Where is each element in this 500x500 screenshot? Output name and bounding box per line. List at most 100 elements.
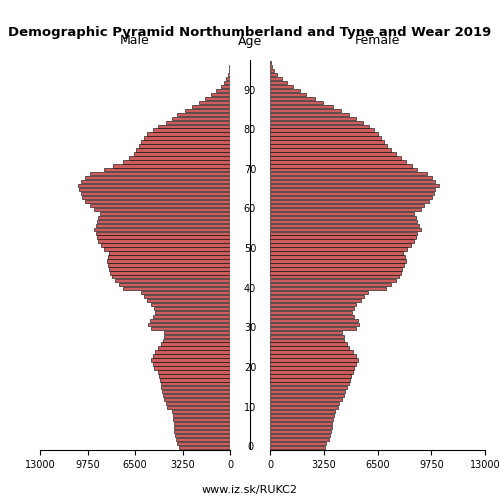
- Bar: [270, 330, 342, 334]
- Bar: [162, 390, 230, 394]
- Bar: [270, 140, 384, 143]
- Bar: [270, 370, 352, 374]
- Bar: [114, 279, 230, 282]
- Bar: [270, 390, 345, 394]
- Bar: [270, 303, 356, 306]
- Bar: [90, 172, 230, 176]
- Bar: [167, 406, 230, 409]
- Bar: [159, 374, 230, 378]
- Bar: [178, 442, 230, 445]
- Bar: [156, 311, 230, 314]
- Bar: [270, 220, 417, 223]
- Bar: [270, 422, 332, 425]
- Bar: [270, 116, 356, 120]
- Bar: [270, 97, 314, 100]
- Bar: [270, 362, 356, 366]
- Bar: [192, 104, 230, 108]
- Bar: [97, 236, 230, 239]
- Bar: [163, 338, 230, 342]
- Bar: [270, 318, 358, 322]
- Text: Male: Male: [120, 34, 150, 48]
- Bar: [124, 160, 230, 164]
- Bar: [270, 196, 432, 199]
- Bar: [152, 128, 230, 132]
- Bar: [205, 97, 230, 100]
- Bar: [270, 402, 340, 406]
- Bar: [108, 263, 230, 266]
- Bar: [94, 228, 230, 231]
- Bar: [158, 124, 230, 128]
- Text: Demographic Pyramid Northumberland and Tyne and Wear 2019: Demographic Pyramid Northumberland and T…: [8, 26, 492, 39]
- Bar: [226, 77, 230, 80]
- Bar: [270, 224, 419, 227]
- Bar: [270, 410, 334, 413]
- Bar: [270, 322, 360, 326]
- Bar: [270, 124, 369, 128]
- Bar: [174, 422, 230, 425]
- Bar: [150, 318, 230, 322]
- Bar: [148, 322, 230, 326]
- Bar: [270, 212, 414, 215]
- Bar: [144, 295, 230, 298]
- Bar: [96, 232, 230, 235]
- Bar: [270, 446, 324, 449]
- Bar: [270, 326, 356, 330]
- Bar: [100, 212, 230, 215]
- Bar: [270, 73, 278, 76]
- Bar: [160, 378, 230, 382]
- Bar: [270, 406, 338, 409]
- Bar: [270, 240, 414, 243]
- Text: 40: 40: [244, 284, 256, 294]
- Bar: [270, 378, 350, 382]
- Bar: [228, 73, 230, 76]
- Bar: [113, 164, 230, 168]
- Bar: [270, 164, 412, 168]
- Bar: [172, 116, 230, 120]
- Bar: [200, 100, 230, 104]
- Bar: [270, 192, 434, 196]
- Bar: [270, 208, 420, 211]
- Bar: [152, 354, 230, 358]
- Bar: [270, 252, 403, 254]
- Bar: [270, 434, 330, 437]
- Bar: [104, 168, 230, 172]
- Bar: [104, 248, 230, 250]
- Bar: [270, 271, 400, 274]
- Bar: [270, 382, 348, 386]
- Bar: [81, 192, 230, 196]
- Bar: [270, 287, 386, 290]
- Bar: [270, 299, 361, 302]
- Bar: [270, 184, 438, 188]
- Bar: [119, 283, 230, 286]
- Bar: [270, 263, 404, 266]
- Bar: [270, 93, 306, 96]
- Bar: [151, 326, 230, 330]
- Bar: [270, 148, 390, 152]
- Bar: [270, 160, 406, 164]
- Bar: [141, 291, 230, 294]
- Bar: [270, 275, 399, 278]
- Bar: [175, 434, 230, 437]
- Bar: [97, 220, 230, 223]
- Bar: [166, 402, 230, 406]
- Text: 90: 90: [244, 86, 256, 96]
- Bar: [162, 386, 230, 390]
- Bar: [270, 236, 416, 239]
- Bar: [270, 136, 381, 140]
- Bar: [151, 303, 230, 306]
- Bar: [270, 346, 349, 350]
- Text: Female: Female: [355, 34, 400, 48]
- Bar: [270, 104, 333, 108]
- Bar: [80, 188, 230, 192]
- Bar: [270, 386, 347, 390]
- Text: 70: 70: [244, 165, 256, 175]
- Bar: [270, 394, 344, 398]
- Bar: [270, 442, 326, 445]
- Bar: [216, 89, 230, 92]
- Bar: [151, 358, 230, 362]
- Bar: [110, 271, 230, 274]
- Bar: [94, 208, 230, 211]
- Bar: [270, 144, 388, 148]
- Bar: [270, 342, 347, 346]
- Bar: [270, 152, 396, 156]
